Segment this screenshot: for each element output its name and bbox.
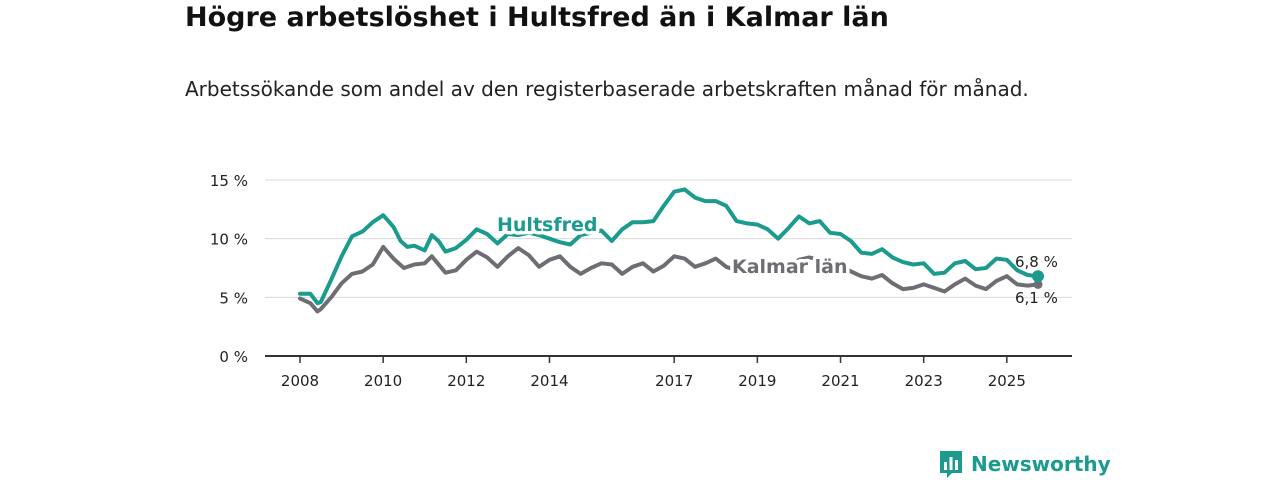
x-tick-label: 2021: [821, 372, 859, 390]
newsworthy-logo: Newsworthy: [938, 449, 1111, 479]
chart-title: Högre arbetslöshet i Hultsfred än i Kalm…: [185, 2, 889, 33]
axes: 0 % 5 % 10 % 15 % 2008 2010 2012 2014 2017 2019 20…: [210, 172, 1072, 390]
x-tick-label: 2025: [988, 372, 1026, 390]
x-tick-label: 2019: [738, 372, 776, 390]
series-line-hultsfred: [298, 187, 1040, 306]
series-labels: 6,8 % 6,1 % Hultsfred Kalmar län: [494, 211, 1058, 308]
bar-chart-icon: [940, 451, 962, 478]
y-tick-label: 10 %: [210, 231, 248, 249]
x-tick-label: 2008: [281, 372, 319, 390]
x-tick-label: 2023: [905, 372, 943, 390]
y-tick-label: 5 %: [219, 289, 248, 307]
brand-name: Newsworthy: [971, 452, 1111, 476]
series-line-kalmar-l-n: [298, 244, 1040, 314]
y-tick-label: 0 %: [219, 348, 248, 366]
y-tick-label: 15 %: [210, 172, 248, 190]
series-lines: [298, 187, 1040, 314]
end-label-kalmar-lan: 6,1 %: [1015, 289, 1058, 307]
end-marker-hultsfred: [1032, 270, 1044, 283]
x-tick-label: 2010: [364, 372, 402, 390]
x-tick-label: 2014: [530, 372, 568, 390]
x-tick-label: 2017: [655, 372, 693, 390]
end-marker-kalmar-lan: [1033, 279, 1043, 289]
series-label-kalmar-lan: Kalmar län: [732, 256, 848, 278]
x-tick-label: 2012: [447, 372, 485, 390]
end-label-hultsfred: 6,8 %: [1015, 253, 1058, 271]
line-chart: 0 % 5 % 10 % 15 % 2008 2010 2012 2014 2017 2019 20…: [210, 172, 1072, 390]
chart-subtitle: Arbetssökande som andel av den registerb…: [185, 77, 1029, 101]
series-label-hultsfred: Hultsfred: [497, 214, 597, 236]
